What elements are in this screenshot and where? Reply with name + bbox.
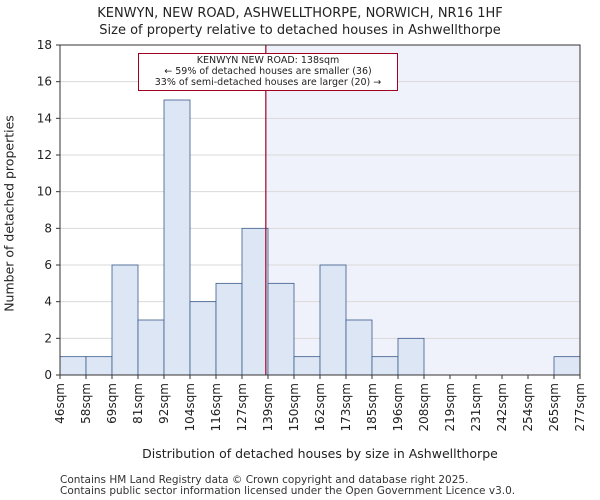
annotation-line-3: 33% of semi-detached houses are larger (… xyxy=(154,77,382,88)
x-tick-label: 139sqm xyxy=(261,383,275,431)
x-tick-label: 265sqm xyxy=(547,383,561,431)
histogram-bar xyxy=(59,356,87,376)
y-tick-label: 10 xyxy=(37,185,52,199)
y-tick-label: 14 xyxy=(37,111,52,125)
x-tick-label: 162sqm xyxy=(313,383,327,431)
histogram-bar xyxy=(319,264,347,376)
y-tick-label: 6 xyxy=(44,258,52,272)
footer-copyright: Contains HM Land Registry data © Crown c… xyxy=(60,474,469,486)
y-tick-label: 8 xyxy=(44,221,52,235)
x-tick-label: 185sqm xyxy=(365,383,379,431)
histogram-bar xyxy=(553,356,581,376)
histogram-bar xyxy=(267,282,295,376)
histogram-bar xyxy=(345,319,373,376)
x-tick-label: 219sqm xyxy=(443,383,457,431)
x-tick-label: 173sqm xyxy=(339,383,353,431)
x-tick-label: 116sqm xyxy=(209,383,223,431)
y-tick-label: 4 xyxy=(44,295,52,309)
chart-title: KENWYN, NEW ROAD, ASHWELLTHORPE, NORWICH… xyxy=(97,6,503,21)
y-tick-label: 2 xyxy=(44,331,52,345)
y-axis-label: Number of detached properties xyxy=(1,115,17,312)
histogram-bar xyxy=(215,282,243,376)
x-tick-label: 127sqm xyxy=(235,383,249,431)
x-tick-label: 242sqm xyxy=(495,383,509,431)
histogram-bar xyxy=(397,337,425,376)
histogram-bar xyxy=(163,99,191,376)
histogram-bar xyxy=(189,301,217,376)
larger-region-shading xyxy=(265,45,580,375)
histogram-bar xyxy=(371,356,399,376)
x-tick-label: 208sqm xyxy=(417,383,431,431)
annotation-line-1: KENWYN NEW ROAD: 138sqm xyxy=(196,55,340,66)
histogram-bar xyxy=(137,319,165,376)
histogram-bar xyxy=(293,356,321,376)
histogram-bar xyxy=(111,264,139,376)
property-annotation-box: KENWYN NEW ROAD: 138sqm ← 59% of detache… xyxy=(138,53,398,91)
x-tick-label: 150sqm xyxy=(287,383,301,431)
x-tick-label: 58sqm xyxy=(79,383,93,424)
y-tick-label: 12 xyxy=(37,148,52,162)
x-tick-label: 231sqm xyxy=(469,383,483,431)
histogram-bar xyxy=(241,227,269,376)
y-tick-label: 0 xyxy=(44,368,52,382)
footer-licence: Contains public sector information licen… xyxy=(60,485,516,497)
y-tick-label: 18 xyxy=(37,38,52,52)
x-tick-label: 196sqm xyxy=(391,383,405,431)
x-tick-label: 104sqm xyxy=(183,383,197,431)
x-tick-label: 46sqm xyxy=(53,383,67,424)
histogram-bar xyxy=(85,356,113,376)
annotation-line-2: ← 59% of detached houses are smaller (36… xyxy=(164,66,372,77)
chart-subtitle: Size of property relative to detached ho… xyxy=(99,23,501,38)
x-tick-label: 254sqm xyxy=(521,383,535,431)
x-tick-label: 69sqm xyxy=(105,383,119,424)
x-tick-label: 81sqm xyxy=(131,383,145,424)
x-tick-label: 277sqm xyxy=(573,383,587,431)
x-axis-label: Distribution of detached houses by size … xyxy=(142,446,498,461)
y-tick-label: 16 xyxy=(37,75,52,89)
x-tick-label: 92sqm xyxy=(157,383,171,424)
